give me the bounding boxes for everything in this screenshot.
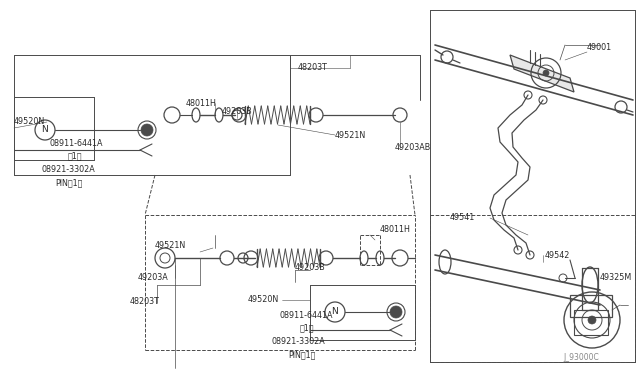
Bar xyxy=(574,310,608,335)
Text: 49203AB: 49203AB xyxy=(395,144,431,153)
Text: 49521N: 49521N xyxy=(335,131,366,140)
Text: PIN（1）: PIN（1） xyxy=(55,179,83,187)
Text: 08921-3302A: 08921-3302A xyxy=(42,166,96,174)
Text: PIN（1）: PIN（1） xyxy=(288,350,316,359)
Text: 49325M: 49325M xyxy=(600,273,632,282)
Text: （1）: （1） xyxy=(68,151,83,160)
Circle shape xyxy=(588,316,596,324)
Circle shape xyxy=(390,306,402,318)
Text: 49542: 49542 xyxy=(545,250,570,260)
Circle shape xyxy=(543,70,549,76)
Polygon shape xyxy=(510,55,574,92)
Text: 49521N: 49521N xyxy=(155,241,186,250)
Text: 49520N: 49520N xyxy=(248,295,279,305)
Text: 08911-6441A: 08911-6441A xyxy=(280,311,333,320)
Text: 08921-3302A: 08921-3302A xyxy=(272,337,326,346)
Text: J_93000C: J_93000C xyxy=(563,353,599,362)
Text: 49520N: 49520N xyxy=(14,118,45,126)
Text: 49001: 49001 xyxy=(587,42,612,51)
Bar xyxy=(570,295,612,317)
Text: 49203B: 49203B xyxy=(222,108,253,116)
Text: 48203T: 48203T xyxy=(298,64,328,73)
Text: 49541: 49541 xyxy=(450,214,476,222)
Text: 49203B: 49203B xyxy=(295,263,326,273)
Text: 48011H: 48011H xyxy=(380,225,411,234)
Text: 48203T: 48203T xyxy=(130,298,160,307)
Text: 48011H: 48011H xyxy=(186,99,217,108)
Circle shape xyxy=(141,124,153,136)
Text: （1）: （1） xyxy=(300,324,314,333)
Text: N: N xyxy=(332,308,339,317)
Text: 49203A: 49203A xyxy=(138,273,169,282)
Text: 08911-6441A: 08911-6441A xyxy=(50,138,104,148)
Text: N: N xyxy=(42,125,49,135)
